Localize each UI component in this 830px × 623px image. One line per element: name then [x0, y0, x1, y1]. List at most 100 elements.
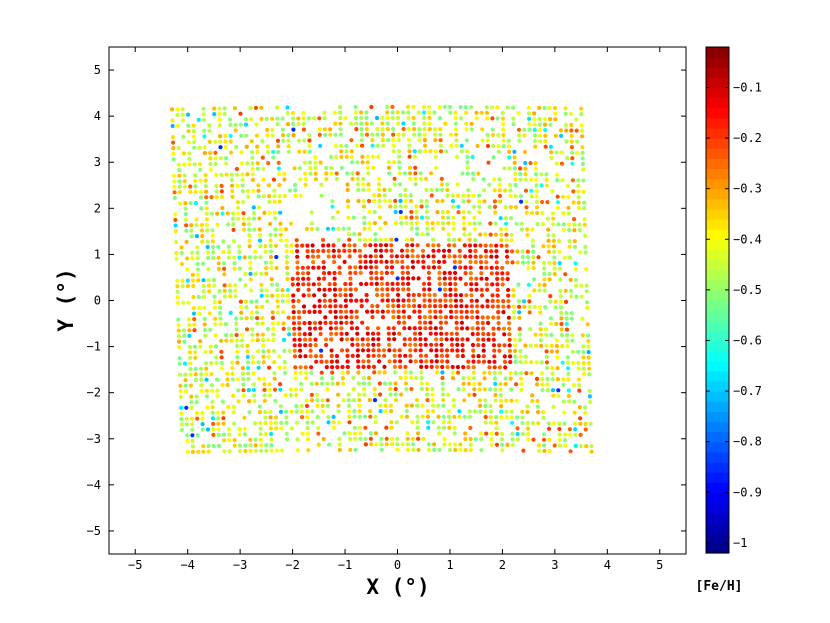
- data-point: [418, 176, 423, 181]
- data-point: [365, 337, 370, 342]
- data-point: [349, 315, 354, 320]
- data-point: [262, 376, 267, 381]
- data-point: [462, 398, 467, 403]
- data-point: [412, 154, 417, 159]
- data-point: [542, 105, 547, 111]
- data-point: [464, 309, 469, 314]
- data-point: [242, 426, 247, 431]
- data-point: [221, 410, 226, 415]
- data-point: [212, 294, 217, 299]
- data-point: [307, 309, 312, 314]
- data-point: [447, 425, 452, 430]
- data-point: [202, 322, 207, 327]
- data-point: [526, 266, 531, 271]
- data-point: [334, 331, 339, 336]
- data-point: [395, 259, 400, 264]
- data-point: [415, 425, 420, 430]
- data-point: [390, 270, 395, 275]
- data-point: [572, 410, 577, 415]
- data-point: [442, 104, 447, 110]
- data-point: [338, 121, 343, 126]
- data-point: [413, 165, 418, 170]
- x-tick-label: −4: [180, 558, 194, 572]
- data-point: [401, 287, 406, 292]
- data-point: [380, 287, 385, 292]
- data-point: [455, 182, 460, 187]
- data-point: [366, 171, 371, 176]
- colorbar-band: [706, 441, 729, 453]
- data-point: [384, 436, 389, 441]
- data-point: [505, 442, 510, 447]
- data-point: [525, 249, 531, 254]
- data-point: [558, 299, 564, 304]
- data-point: [378, 248, 384, 253]
- data-point: [273, 243, 278, 248]
- data-point: [587, 372, 592, 377]
- data-point: [281, 138, 286, 143]
- colorbar-band: [706, 401, 729, 412]
- data-point: [425, 409, 430, 414]
- data-point: [582, 217, 587, 222]
- data-point: [498, 381, 503, 387]
- data-point: [338, 293, 343, 298]
- data-point: [546, 227, 551, 232]
- data-point: [306, 448, 311, 453]
- data-point: [441, 425, 447, 430]
- data-point: [495, 282, 500, 287]
- data-point: [419, 359, 424, 364]
- data-point: [425, 243, 431, 248]
- data-point: [211, 432, 216, 437]
- data-point: [508, 359, 513, 365]
- data-point: [572, 222, 577, 227]
- data-point: [555, 366, 560, 371]
- data-point: [574, 117, 579, 122]
- data-point: [245, 354, 250, 359]
- data-point: [333, 121, 338, 126]
- data-point: [515, 431, 520, 437]
- data-point: [230, 360, 235, 365]
- data-point: [438, 132, 443, 137]
- data-point: [498, 216, 503, 221]
- data-point: [178, 394, 183, 399]
- data-point: [369, 270, 374, 275]
- data-point: [359, 138, 364, 143]
- data-point: [576, 377, 582, 382]
- data-point: [528, 343, 533, 348]
- data-point: [446, 237, 451, 242]
- data-point: [334, 154, 339, 159]
- data-point: [406, 303, 411, 309]
- data-point: [337, 442, 342, 447]
- data-point: [278, 387, 283, 392]
- data-point: [265, 127, 270, 132]
- data-point: [524, 371, 529, 376]
- colorbar-band: [706, 188, 729, 200]
- data-point: [536, 255, 541, 260]
- data-point: [488, 409, 493, 414]
- data-point: [198, 195, 204, 200]
- data-point: [330, 199, 335, 204]
- data-point: [235, 205, 241, 210]
- x-tick-label: 2: [499, 558, 506, 572]
- data-point: [188, 366, 193, 372]
- data-point: [513, 354, 518, 359]
- data-point: [451, 226, 456, 231]
- data-point: [392, 182, 397, 187]
- data-point: [224, 338, 229, 343]
- data-point: [189, 228, 194, 233]
- data-point: [571, 189, 576, 194]
- data-point: [468, 442, 473, 447]
- data-point: [494, 243, 499, 248]
- data-point: [474, 110, 479, 115]
- data-point: [503, 216, 508, 221]
- data-point: [436, 259, 442, 264]
- data-point: [439, 331, 444, 336]
- data-point: [545, 216, 551, 221]
- data-point: [493, 381, 498, 386]
- data-point: [386, 331, 391, 336]
- data-point: [248, 448, 253, 453]
- data-point: [269, 282, 274, 287]
- data-point: [373, 237, 378, 242]
- data-point: [341, 398, 346, 403]
- data-point: [442, 254, 447, 259]
